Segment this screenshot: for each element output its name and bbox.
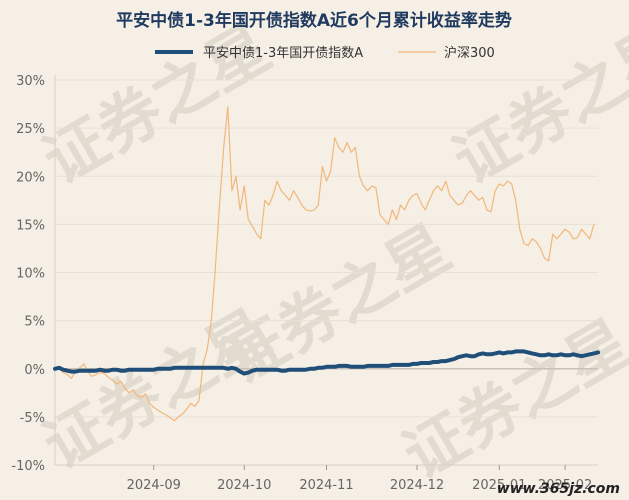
y-tick-label: 5% [24, 315, 45, 330]
y-tick-label: 25% [16, 122, 45, 137]
x-tick-label: 2025-01 [472, 478, 526, 493]
legend-label-series-1: 沪深300 [444, 45, 495, 61]
y-tick-label: 15% [16, 218, 45, 233]
x-axis: 2024-09 2024-10 2024-11 2024-12 2025-01 2025-… [127, 465, 592, 493]
watermark-text: 证券之星 [441, 11, 629, 198]
y-tick-label: 30% [16, 74, 45, 89]
legend: 平安中债1-3年国开债指数A 沪深300 [155, 45, 495, 61]
chart-title: 平安中债1-3年国开债指数A近6个月累计收益率走势 [116, 10, 512, 31]
series-line-1 [54, 106, 595, 422]
y-tick-label: 20% [16, 170, 45, 185]
plot-area [53, 106, 600, 422]
x-tick-label: 2024-12 [390, 478, 444, 493]
y-tick-label: -10% [11, 459, 45, 474]
y-tick-label: 0% [24, 363, 45, 378]
y-tick-label: -5% [20, 411, 45, 426]
watermark-text: 证券之星 [31, 11, 282, 198]
x-tick-label: 2024-10 [217, 478, 271, 493]
y-tick-label: 10% [16, 267, 45, 282]
series-line-0 [53, 349, 600, 376]
x-tick-label: 2024-09 [127, 478, 181, 493]
y-axis: -10% -5% 0% 5% 10% 15% 20% 25% 30% [11, 74, 45, 474]
x-tick-label: 2024-11 [299, 478, 353, 493]
x-tick-label: 2025-02 [538, 478, 592, 493]
watermark-site: www.365jz.com [497, 481, 620, 497]
legend-label-series-0: 平安中债1-3年国开债指数A [203, 46, 363, 61]
